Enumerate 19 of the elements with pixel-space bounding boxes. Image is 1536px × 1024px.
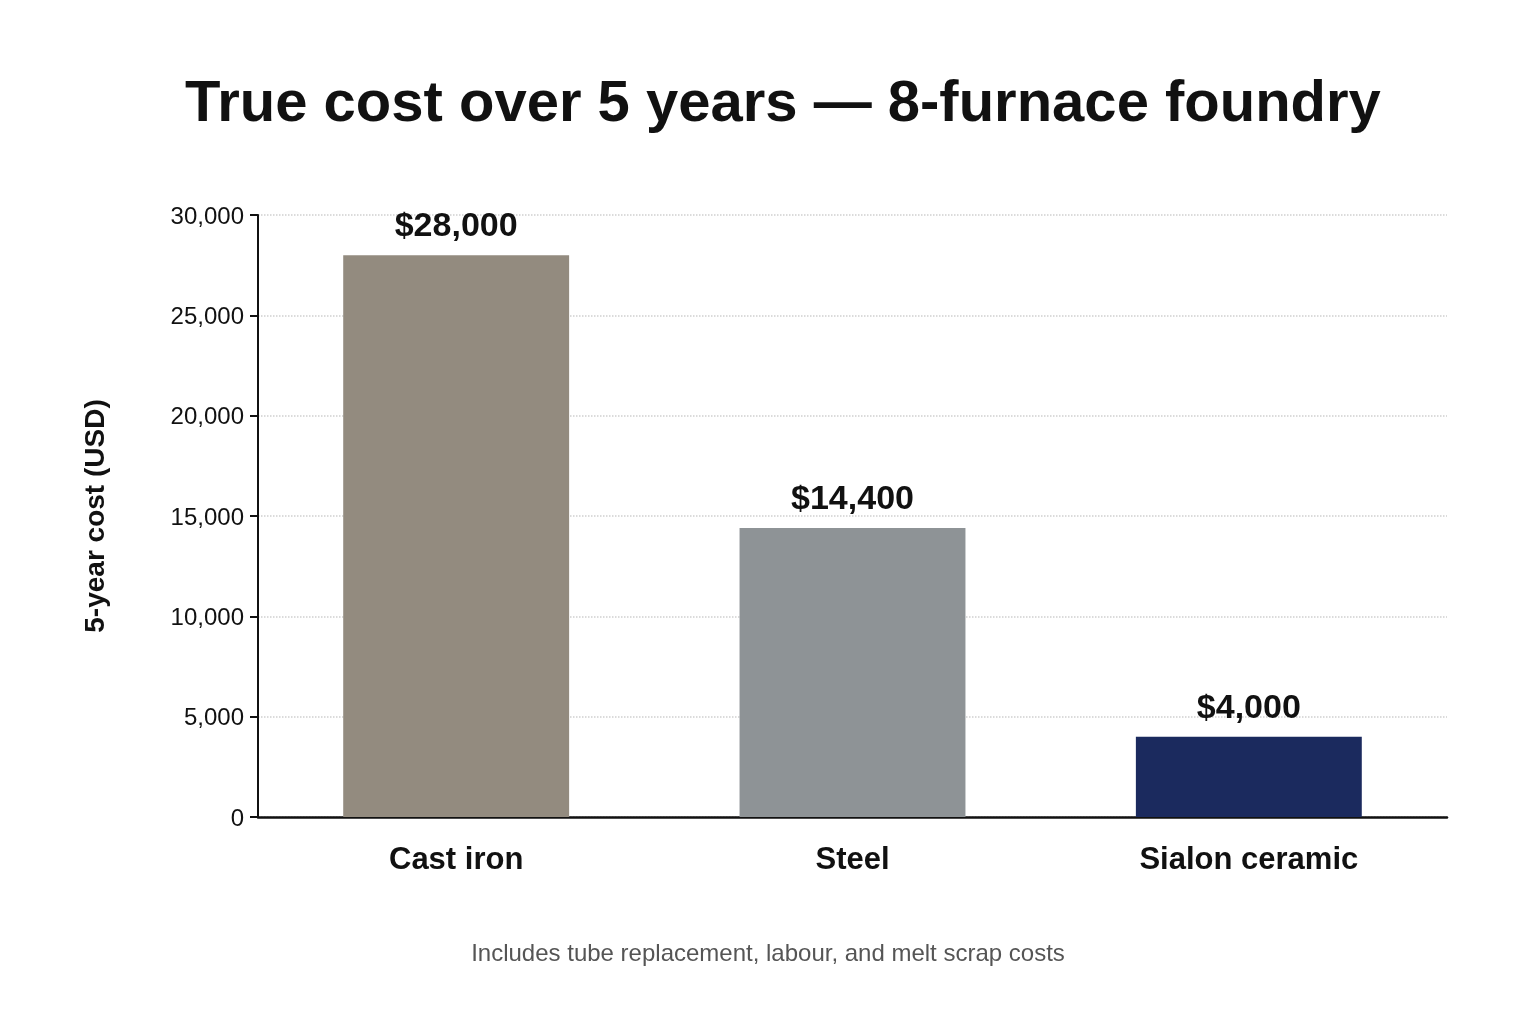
y-tick-label: 10,000 <box>170 602 244 630</box>
data-label: $14,400 <box>791 478 914 517</box>
y-tick-label: 30,000 <box>170 201 244 229</box>
y-tick-label: 5,000 <box>183 703 244 731</box>
x-tick-label: Sialon ceramic <box>1139 841 1359 876</box>
data-label: $4,000 <box>1196 686 1301 725</box>
y-tick-label: 25,000 <box>170 301 244 329</box>
y-axis-title: 5-year cost (USD) <box>78 399 110 633</box>
y-tick-label: 15,000 <box>170 502 244 530</box>
bar <box>343 255 570 817</box>
x-tick-label: Steel <box>815 841 890 876</box>
y-tick-label: 0 <box>230 803 244 831</box>
bar <box>1135 736 1362 817</box>
y-tick-label: 20,000 <box>170 402 244 430</box>
x-tick-label: Cast iron <box>388 841 524 876</box>
bar <box>739 528 966 817</box>
text: Includes tube replacement, labour, and melt scrap costs <box>471 938 1065 966</box>
chart-title: True cost over 5 years — 8-furnace foundry <box>185 67 1381 133</box>
data-label: $28,000 <box>394 205 518 244</box>
